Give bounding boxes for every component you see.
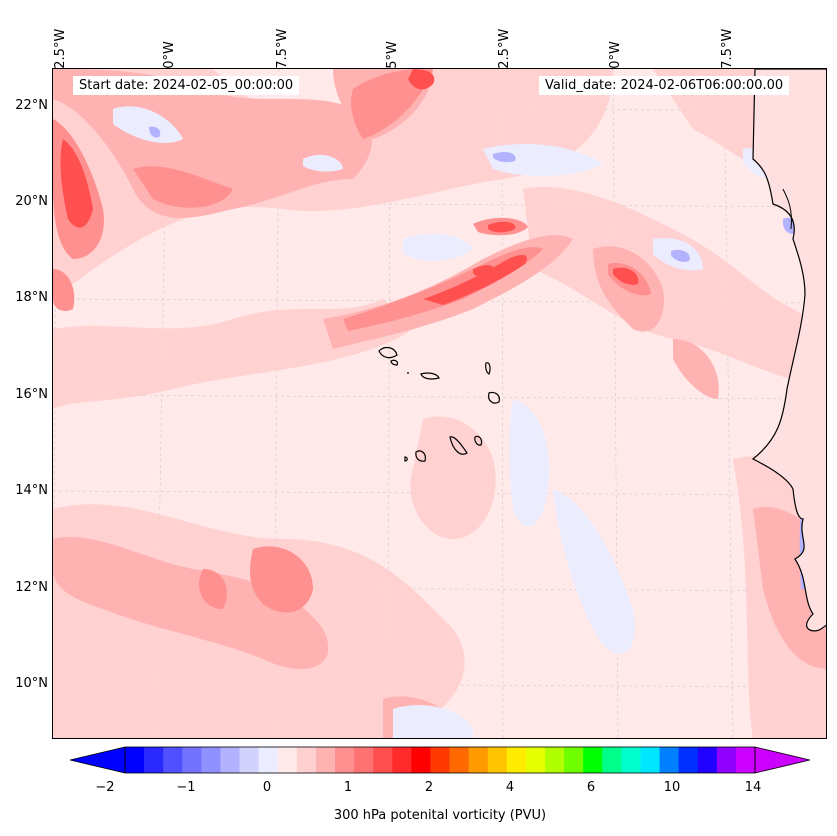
colorbar-cell [220,747,241,773]
colorbar-cell [258,747,279,773]
colorbar-cell [125,747,145,773]
colorbar-cell [296,747,317,773]
colorbar-tick-1: 1 [343,780,353,795]
lat-label-20n: 20°N [15,194,48,209]
africa-coastline [751,69,826,632]
start-date-label: Start date: 2024-02-05_00:00:00 [73,76,300,95]
colorbar-cell [506,747,527,773]
colorbar-cell [163,747,183,773]
colorbar-cell [678,747,699,773]
colorbar-cell [697,747,718,773]
lat-label-12n: 12°N [15,580,48,595]
colorbar-cell [354,747,374,773]
colorbar-tick-2: 2 [424,780,434,795]
colorbar-tick-neg2: −2 [95,780,115,795]
colorbar-label: 300 hPa potenital vorticity (PVU) [333,808,547,823]
lat-label-18n: 18°N [15,290,48,305]
colorbar-tick-10: 10 [663,780,681,795]
colorbar-cell [583,747,603,773]
colorbar-cell [449,747,470,773]
colorbar-tick-neg1: −1 [176,780,196,795]
pv-field-map [53,69,826,738]
lat-label-16n: 16°N [15,387,48,402]
colorbar-tick-14: 14 [744,780,762,795]
cape-verde-islands [378,346,500,462]
colorbar-tick-4: 4 [505,780,515,795]
colorbar-cell [201,747,221,773]
colorbar-cell [716,747,737,773]
colorbar-cell [640,747,661,773]
lat-label-14n: 14°N [15,483,48,498]
colorbar-cell [659,747,680,773]
colorbar-cell [335,747,355,773]
colorbar-cell [182,747,202,773]
colorbar-cell [564,747,584,773]
colorbar-cell [239,747,260,773]
colorbar-cell [621,747,641,773]
pv-contours-negative [113,106,783,738]
lat-label-22n: 22°N [15,98,48,113]
colorbar-low-extend [70,746,126,774]
colorbar-cell [487,747,508,773]
valid-date-label: Valid_date: 2024-02-06T06:00:00.00 [539,76,790,95]
colorbar-cell [735,747,756,773]
colorbar-cell [468,747,489,773]
colorbar [70,746,810,774]
colorbar-tick-6: 6 [586,780,596,795]
colorbar-high-extend [754,746,810,774]
map-panel[interactable] [52,68,827,739]
colorbar-tick-0: 0 [262,780,272,795]
colorbar-cells [125,747,756,773]
colorbar-cell [525,747,546,773]
colorbar-cell [602,747,622,773]
colorbar-cell [392,747,412,773]
colorbar-cell [315,747,336,773]
colorbar-cell [411,747,431,773]
colorbar-cell [430,747,451,773]
coast-detail [782,188,792,230]
colorbar-cell [144,747,164,773]
colorbar-outline [124,746,756,774]
colorbar-cell [277,747,298,773]
colorbar-cell [373,747,393,773]
pv-contours-core [60,69,639,305]
lat-label-10n: 10°N [15,676,48,691]
colorbar-cell [545,747,565,773]
